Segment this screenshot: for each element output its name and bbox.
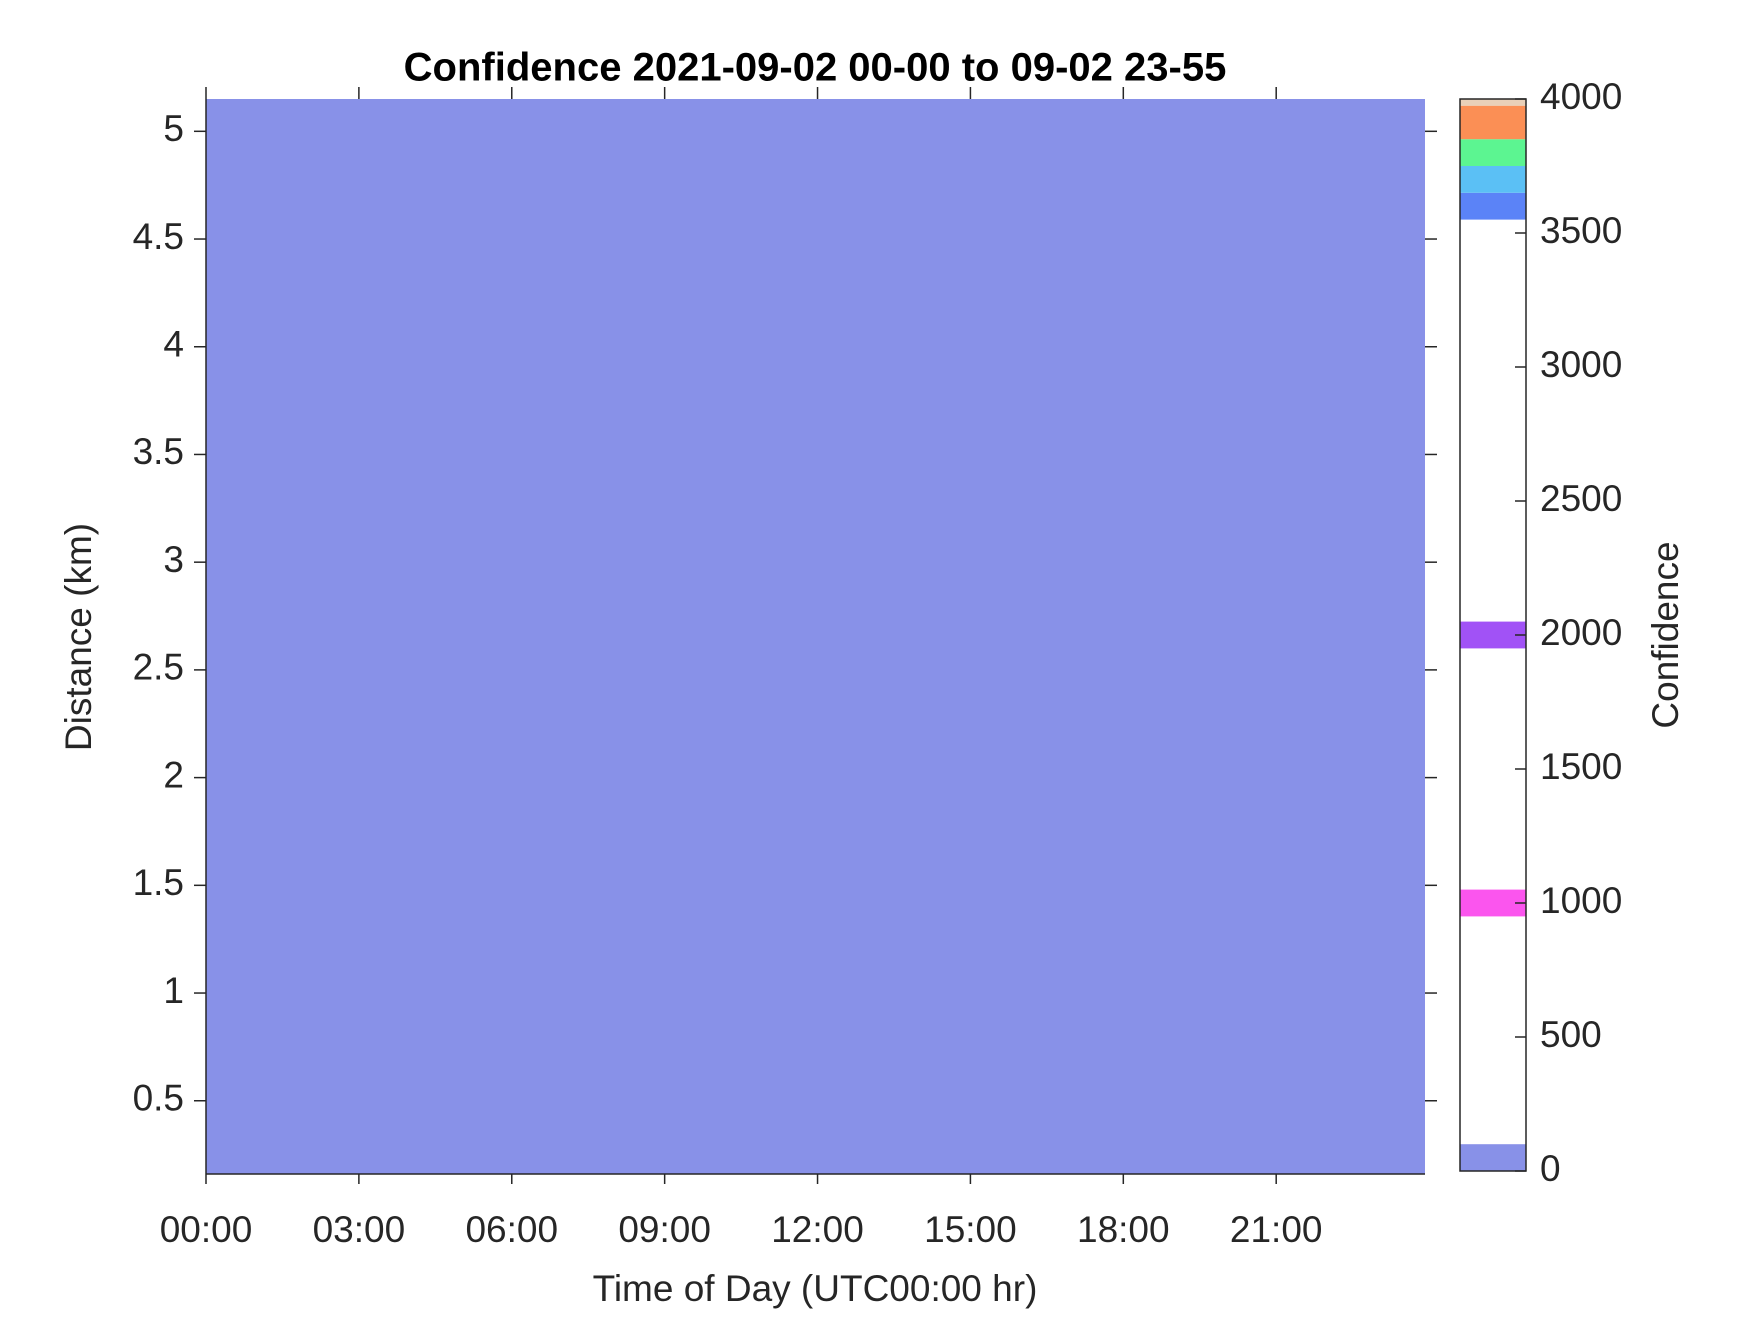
colorbar-band xyxy=(1460,105,1526,140)
y-tick-label: 3.5 xyxy=(133,431,184,472)
colorbar-tick-label: 0 xyxy=(1540,1148,1561,1189)
y-tick-label: 3 xyxy=(163,539,184,580)
y-tick-label: 1.5 xyxy=(133,862,184,903)
colorbar-band xyxy=(1460,1144,1526,1171)
x-axis-label: Time of Day (UTC00:00 hr) xyxy=(593,1268,1038,1309)
colorbar-band xyxy=(1460,192,1526,220)
colorbar-tick-label: 3000 xyxy=(1540,344,1622,385)
colorbar-tick-label: 2000 xyxy=(1540,612,1622,653)
y-tick-label: 2 xyxy=(163,754,184,795)
chart-title: Confidence 2021-09-02 00-00 to 09-02 23-… xyxy=(404,46,1227,90)
x-tick-label: 09:00 xyxy=(618,1209,711,1250)
colorbar-tick-label: 500 xyxy=(1540,1014,1602,1055)
x-tick-label: 18:00 xyxy=(1077,1209,1170,1250)
colorbar-band xyxy=(1460,166,1526,193)
x-tick-label: 15:00 xyxy=(924,1209,1017,1250)
colorbar-label: Confidence xyxy=(1645,541,1686,728)
colorbar-tick-label: 4000 xyxy=(1540,76,1622,117)
colorbar-band xyxy=(1460,99,1526,106)
colorbar-band xyxy=(1460,139,1526,166)
x-tick-label: 21:00 xyxy=(1230,1209,1323,1250)
y-tick-label: 5 xyxy=(163,108,184,149)
x-tick-label: 00:00 xyxy=(160,1209,253,1250)
y-tick-label: 0.5 xyxy=(133,1078,184,1119)
x-tick-label: 03:00 xyxy=(313,1209,406,1250)
colorbar-tick-label: 1000 xyxy=(1540,880,1622,921)
heatmap-cell xyxy=(206,99,1425,1174)
colorbar-tick-label: 2500 xyxy=(1540,478,1622,519)
x-tick-label: 12:00 xyxy=(771,1209,864,1250)
y-tick-label: 1 xyxy=(163,970,184,1011)
colorbar-tick-label: 3500 xyxy=(1540,210,1622,251)
y-tick-label: 4.5 xyxy=(133,216,184,257)
y-tick-label: 4 xyxy=(163,324,184,365)
colorbar-tick-label: 1500 xyxy=(1540,746,1622,787)
x-tick-label: 06:00 xyxy=(465,1209,558,1250)
y-tick-label: 2.5 xyxy=(133,647,184,688)
y-axis-label: Distance (km) xyxy=(58,523,99,751)
